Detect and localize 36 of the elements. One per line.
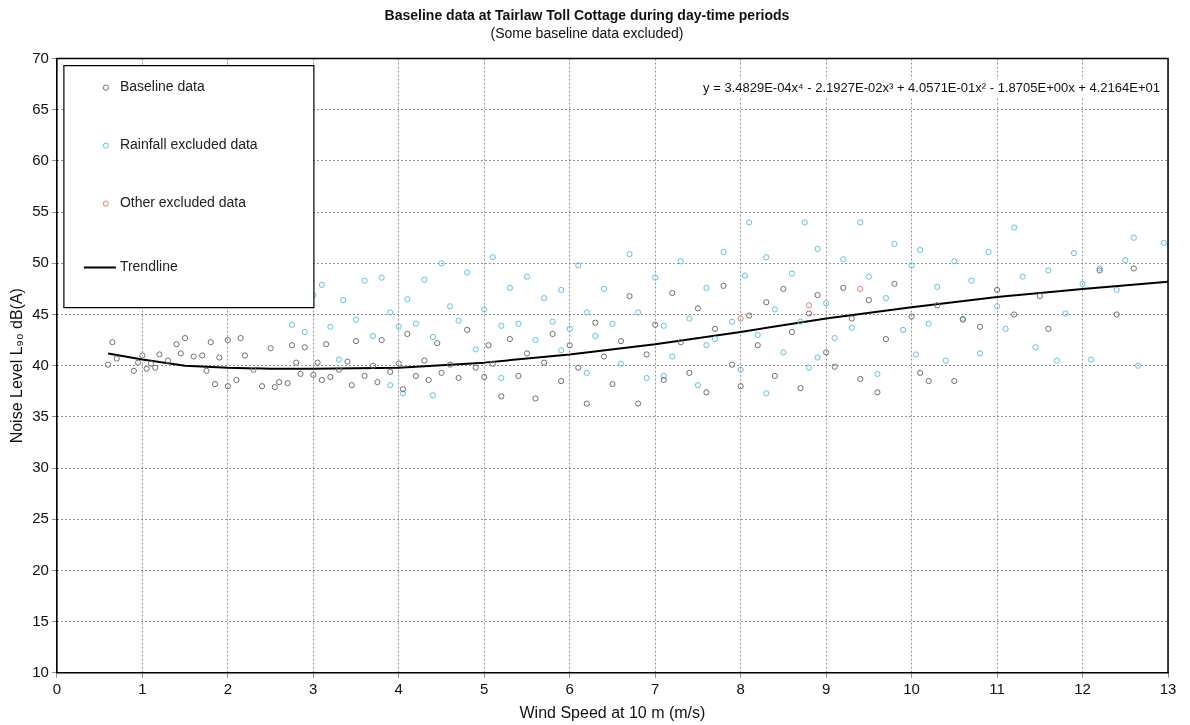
- x-tick-label: 2: [223, 679, 232, 697]
- y-tick-label: 20: [32, 560, 49, 578]
- x-tick-label: 11: [989, 679, 1005, 697]
- x-tick-label: 5: [480, 679, 489, 697]
- annotation: y = 3.4829E-04x⁴ - 2.1927E-02x³ + 4.0571E-01x² - 1.8705E+00x + 4.2164E+01: [703, 80, 1160, 96]
- y-tick-label: 60: [32, 151, 49, 169]
- legend-label: Rainfall excluded data: [119, 136, 258, 153]
- x-tick-label: 12: [1074, 679, 1091, 697]
- y-axis-title: Noise Level L₉₀ dB(A): [8, 288, 26, 444]
- x-tick-label: 10: [903, 679, 920, 697]
- y-tick-label: 70: [32, 48, 49, 66]
- y-tick-label: 10: [32, 662, 49, 680]
- legend-label: Other excluded data: [119, 194, 247, 211]
- x-tick-label: 6: [565, 679, 574, 697]
- y-tick-label: 45: [32, 304, 49, 322]
- y-tick-label: 40: [32, 355, 49, 373]
- x-tick-label: 9: [821, 679, 831, 697]
- x-tick-label: 13: [1159, 679, 1177, 697]
- y-tick-label: 35: [32, 407, 49, 425]
- y-tick-label: 15: [32, 611, 49, 629]
- x-tick-label: 4: [394, 679, 403, 697]
- y-tick-label: 30: [32, 458, 49, 476]
- legend-label: Baseline data: [119, 78, 205, 95]
- chart-title: Baseline data at Tairlaw Toll Cottage during day-time periods: [384, 7, 790, 24]
- x-tick-label: 3: [309, 679, 318, 697]
- x-axis-title: Wind Speed at 10 m (m/s): [519, 703, 706, 721]
- x-tick-label: 0: [52, 679, 62, 697]
- y-tick-label: 50: [32, 253, 49, 271]
- x-tick-label: 7: [651, 679, 660, 697]
- x-tick-label: 8: [736, 679, 745, 697]
- y-tick-label: 25: [32, 509, 49, 527]
- chart-subtitle: (Some baseline data excluded): [490, 25, 684, 42]
- legend-label: Trendline: [119, 258, 178, 275]
- y-tick-label: 55: [32, 202, 49, 220]
- y-tick-label: 65: [32, 99, 49, 117]
- x-tick-label: 1: [138, 679, 147, 697]
